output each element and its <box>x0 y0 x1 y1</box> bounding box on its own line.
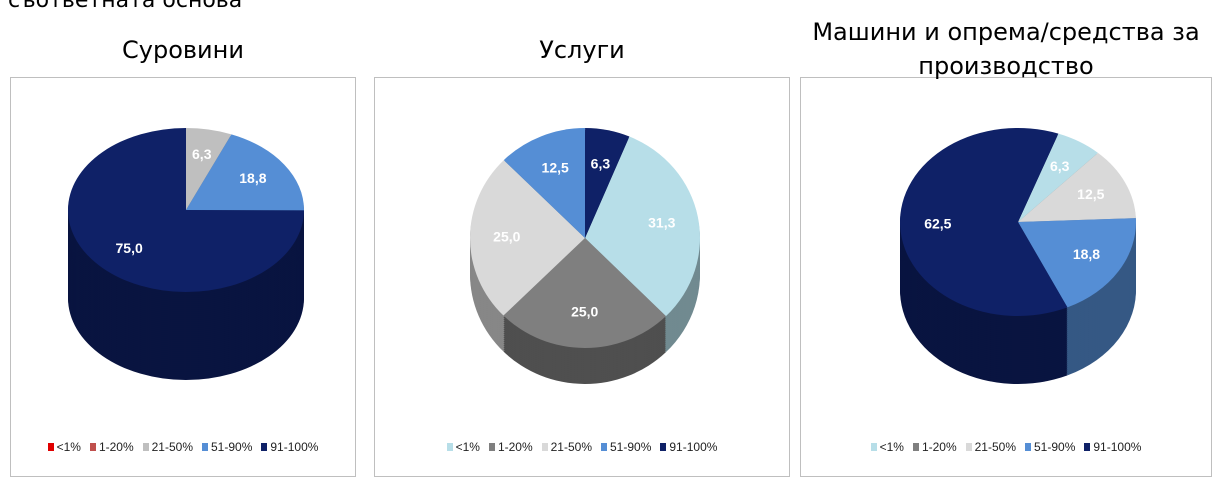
legend-label: 51-90% <box>1034 440 1076 454</box>
legend-label: 21-50% <box>550 440 592 454</box>
legend-label: 91-100% <box>669 440 718 454</box>
pie-slice <box>186 128 232 210</box>
pie-slice <box>67 128 304 292</box>
legend-item: 51-90% <box>601 440 651 454</box>
legend-swatch <box>660 443 667 451</box>
pie-slice <box>470 160 585 316</box>
data-label: 18,8 <box>1073 246 1100 262</box>
legend-item: 1-20% <box>488 440 533 454</box>
legend-label: 51-90% <box>610 440 652 454</box>
pie-slice <box>1018 218 1136 308</box>
data-label: 12,5 <box>1077 186 1104 202</box>
data-label: 75,0 <box>116 240 143 256</box>
legend-label: 1-20% <box>98 440 134 454</box>
legend-label: 51-90% <box>211 440 253 454</box>
data-label: 62,5 <box>924 215 951 231</box>
legend-item: 1-20% <box>89 440 134 454</box>
legend-swatch <box>488 443 495 451</box>
legend-label: <1% <box>455 440 480 454</box>
legend-item: 21-50% <box>142 440 193 454</box>
legend-item: 1-20% <box>912 440 957 454</box>
legend-label: <1% <box>879 440 904 454</box>
pie-slice <box>1018 152 1136 222</box>
data-label: 25,0 <box>571 304 598 320</box>
legend: <1% 1-20% 21-50% 51-90% 91-100% <box>800 440 1212 454</box>
legend-swatch <box>965 443 972 451</box>
legend-item: 51-90% <box>1025 440 1075 454</box>
legend-item: 21-50% <box>965 440 1016 454</box>
legend-item: 21-50% <box>541 440 592 454</box>
legend-item: 91-100% <box>261 440 318 454</box>
legend-swatch <box>870 443 877 451</box>
legend-swatch <box>1025 443 1031 451</box>
legend-swatch <box>1084 443 1091 451</box>
chart-title: Машини и опрема/средства за производство <box>812 18 1200 80</box>
legend-swatch <box>47 443 54 451</box>
pie-slice <box>503 128 586 238</box>
data-label: 6,3 <box>1050 158 1070 174</box>
caption: съответната основа <box>8 0 243 13</box>
legend-swatch <box>912 443 919 451</box>
legend-label: <1% <box>56 440 81 454</box>
pie-slice <box>585 136 700 317</box>
legend: <1% 1-20% 21-50% 51-90% 91-100% <box>10 440 356 454</box>
pie-slice <box>186 134 304 211</box>
pie-slice <box>1018 133 1098 222</box>
data-label: 12,5 <box>542 160 569 176</box>
legend-label: 91-100% <box>270 440 319 454</box>
pie-slice <box>900 127 1068 316</box>
legend-swatch <box>142 443 149 451</box>
data-label: 6,3 <box>192 146 212 162</box>
data-label: 18,8 <box>239 170 266 186</box>
data-label: 31,3 <box>648 214 675 230</box>
legend-item: 91-100% <box>1084 440 1141 454</box>
legend-swatch <box>541 443 548 451</box>
data-label: 25,0 <box>493 229 520 245</box>
legend-label: 1-20% <box>921 440 957 454</box>
legend-swatch <box>261 443 268 451</box>
legend-swatch <box>202 443 208 451</box>
legend-label: 21-50% <box>974 440 1016 454</box>
legend-item: <1% <box>870 440 904 454</box>
legend-item: <1% <box>47 440 81 454</box>
legend-item: 91-100% <box>660 440 717 454</box>
legend-item: <1% <box>446 440 480 454</box>
chart-title: Суровини <box>122 36 244 64</box>
chart-title: Услуги <box>539 36 625 64</box>
legend-item: 51-90% <box>202 440 252 454</box>
legend-label: 91-100% <box>1093 440 1142 454</box>
data-label: 6,3 <box>591 155 611 171</box>
legend-swatch <box>89 443 96 451</box>
legend-swatch <box>446 443 453 451</box>
legend-swatch <box>601 443 607 451</box>
pie-slice <box>503 238 666 348</box>
legend-label: 1-20% <box>497 440 533 454</box>
legend-label: 21-50% <box>151 440 193 454</box>
legend: <1% 1-20% 21-50% 51-90% 91-100% <box>374 440 790 454</box>
pie-slice <box>585 128 630 238</box>
